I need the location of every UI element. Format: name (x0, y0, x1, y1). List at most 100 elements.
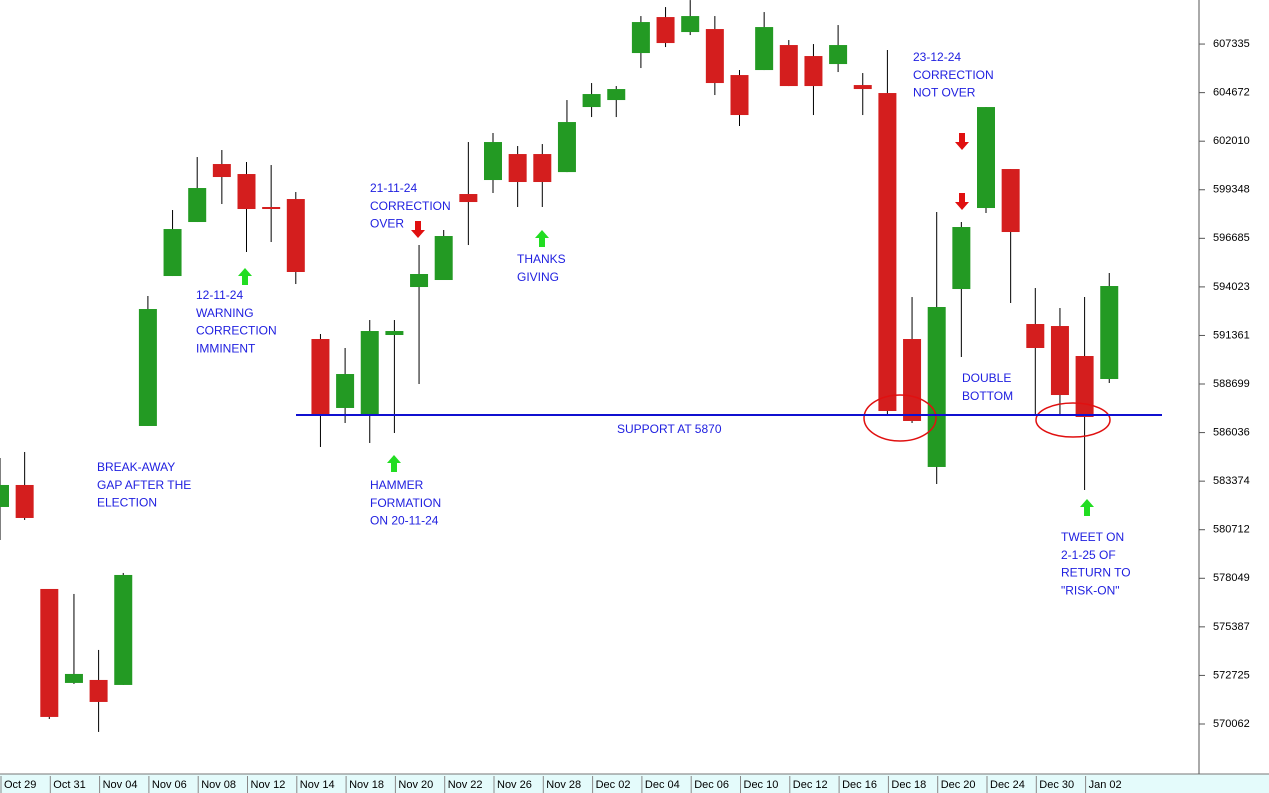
candle-body (656, 17, 675, 44)
annotation: GIVING (517, 270, 559, 284)
x-tick-label: Dec 10 (744, 779, 779, 791)
annotation: BOTTOM (962, 389, 1013, 403)
y-tick-label: 602010 (1213, 135, 1250, 147)
plot-area (0, 0, 1119, 732)
x-tick-label: Dec 16 (842, 779, 877, 791)
support-label: SUPPORT AT 5870 (617, 422, 722, 436)
x-tick-label: Nov 22 (448, 779, 483, 791)
annotation: NOT OVER (913, 86, 976, 100)
y-tick-label: 604672 (1213, 87, 1250, 99)
up-arrow (535, 230, 549, 247)
x-tick-label: Jan 02 (1089, 779, 1122, 791)
down-arrow (411, 221, 425, 238)
up-arrow (387, 455, 401, 472)
candle-body (1050, 326, 1069, 396)
up-arrow (238, 268, 252, 285)
candle-body (459, 194, 478, 203)
y-tick-label: 575387 (1213, 621, 1250, 633)
x-tick-label: Nov 06 (152, 779, 187, 791)
candle-body (64, 673, 83, 683)
candle-body (1026, 324, 1045, 349)
candle-body (1075, 356, 1094, 417)
up-arrow (1080, 499, 1094, 516)
down-arrow (955, 133, 969, 150)
candle-body (903, 339, 922, 421)
annotation: 21-11-24 (370, 181, 417, 195)
annotation: OVER (370, 217, 404, 231)
y-tick-label: 599348 (1213, 184, 1250, 196)
candle-body (212, 164, 231, 178)
annotation: IMMINENT (196, 341, 256, 355)
x-tick-label: Nov 12 (251, 779, 286, 791)
x-tick-label: Dec 20 (941, 779, 976, 791)
candle-body (1001, 169, 1020, 233)
y-tick-label: 591361 (1213, 329, 1250, 341)
y-tick-label: 580712 (1213, 524, 1250, 536)
x-tick-label: Dec 02 (596, 779, 631, 791)
annotation: CORRECTION (196, 324, 277, 338)
candle-body (508, 154, 527, 183)
annotation: 2-1-25 OF (1061, 548, 1116, 562)
candle-body (952, 227, 971, 290)
y-tick-label: 572725 (1213, 669, 1250, 681)
candle-body (607, 89, 626, 101)
x-tick-label: Dec 06 (694, 779, 729, 791)
x-tick-label: Nov 26 (497, 779, 532, 791)
y-tick-label: 588699 (1213, 378, 1250, 390)
annotation: ON 20-11-24 (370, 514, 439, 528)
candle-body (262, 207, 281, 210)
x-tick-label: Dec 12 (793, 779, 828, 791)
candle-body (286, 199, 305, 273)
candle-body (705, 29, 724, 84)
candle-body (163, 229, 182, 277)
y-tick-label: 594023 (1213, 281, 1250, 293)
candle-body (336, 374, 355, 408)
candle-body (779, 45, 798, 87)
x-tick-label: Nov 18 (349, 779, 384, 791)
annotation: CORRECTION (370, 199, 451, 213)
candle-body (755, 27, 774, 71)
annotation: THANKS (517, 252, 566, 266)
down-arrow (955, 193, 969, 210)
x-tick-label: Nov 08 (201, 779, 236, 791)
annotation: "RISK-ON" (1061, 583, 1120, 597)
candle-body (15, 484, 34, 518)
candle-body (681, 16, 700, 33)
highlight-ellipse (863, 394, 937, 442)
x-tick-label: Nov 14 (300, 779, 335, 791)
candle-body (237, 174, 256, 210)
y-tick-label: 586036 (1213, 426, 1250, 438)
x-tick-label: Dec 24 (990, 779, 1025, 791)
candle-body (878, 93, 897, 411)
annotation: ELECTION (97, 496, 157, 510)
annotation: DOUBLE (962, 371, 1011, 385)
candle-body (434, 236, 453, 281)
annotation: BREAK-AWAY (97, 460, 175, 474)
y-tick-label: 578049 (1213, 572, 1250, 584)
candle-body (853, 85, 872, 90)
annotation: FORMATION (370, 496, 441, 510)
x-tick-label: Oct 31 (53, 779, 85, 791)
x-tick-label: Dec 04 (645, 779, 680, 791)
x-tick-label: Dec 18 (891, 779, 926, 791)
x-tick-label: Nov 20 (398, 779, 433, 791)
y-tick-label: 607335 (1213, 38, 1250, 50)
candle-body (114, 574, 133, 685)
x-tick-label: Nov 28 (546, 779, 581, 791)
highlight-ellipse (1035, 402, 1111, 438)
candle-body (311, 339, 330, 415)
y-tick-label: 570062 (1213, 718, 1250, 730)
candle-body (631, 22, 650, 54)
annotation: 23-12-24 (913, 50, 961, 64)
candle-body (804, 56, 823, 87)
candle-body (410, 274, 429, 288)
candle-body (557, 122, 576, 173)
x-tick-label: Nov 04 (103, 779, 138, 791)
candle-body (40, 588, 59, 717)
candle-body (188, 188, 207, 223)
annotation: RETURN TO (1061, 566, 1131, 580)
y-tick-label: 583374 (1213, 475, 1250, 487)
annotation: WARNING (196, 306, 254, 320)
annotation: TWEET ON (1061, 530, 1124, 544)
